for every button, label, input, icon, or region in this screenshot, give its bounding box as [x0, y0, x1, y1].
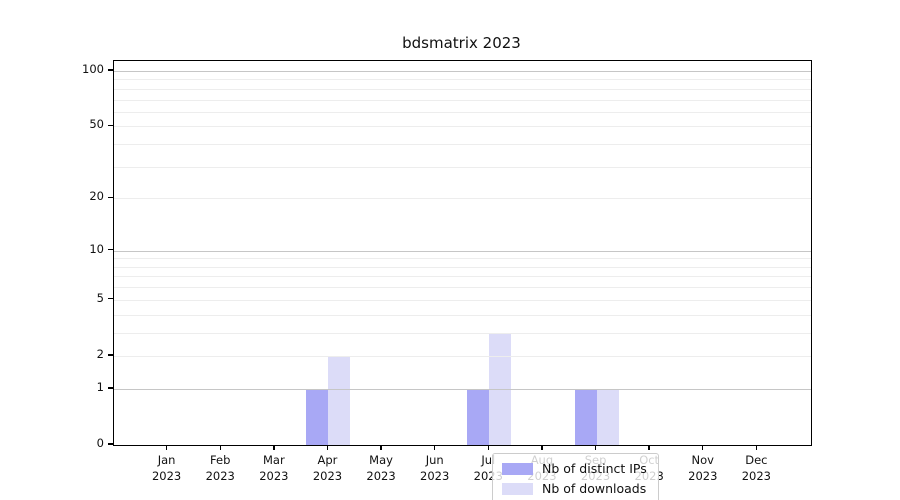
chart-title: bdsmatrix 2023 [402, 34, 521, 52]
gridline-major [114, 250, 811, 252]
gridline-minor [114, 314, 811, 316]
chart-legend: Nb of distinct IPs Nb of downloads [492, 453, 659, 500]
gridline-minor [114, 99, 811, 101]
distinct-ips-swatch-icon [502, 462, 533, 475]
x-tick-label: May 2023 [351, 452, 411, 484]
x-tick-mark [541, 445, 543, 451]
x-tick-label: Jan 2023 [137, 452, 197, 484]
x-tick-label: Feb 2023 [190, 452, 250, 484]
x-tick-year: 2023 [741, 469, 772, 483]
gridline-minor [114, 287, 811, 289]
y-tick-mark [108, 387, 113, 389]
y-tick-mark [108, 124, 113, 127]
x-tick-mark [433, 445, 436, 451]
bar-apr-downloads [328, 355, 351, 445]
gridline-minor [114, 111, 811, 113]
x-tick-mark [219, 445, 221, 451]
gridline-minor [114, 166, 811, 168]
y-tick-label: 100 [82, 62, 104, 76]
y-tick-label: 1 [96, 379, 104, 394]
bar-sep-downloads [596, 388, 619, 445]
downloads-swatch-icon [502, 482, 533, 495]
x-tick-year: 2023 [151, 469, 182, 483]
legend-label-downloads: Nb of downloads [542, 481, 647, 496]
gridline-minor [114, 355, 811, 357]
gridline-major [114, 71, 811, 72]
x-tick-mark [273, 445, 275, 451]
bar-apr-distinct-ips [306, 388, 329, 445]
x-tick-year: 2023 [366, 469, 396, 483]
gridline-minor [114, 79, 811, 81]
x-tick-mark [380, 445, 382, 451]
gridline-minor [114, 276, 811, 278]
x-tick-mark [487, 445, 489, 451]
bar-sep-distinct-ips [574, 388, 597, 445]
legend-label-distinct-ips: Nb of distinct IPs [542, 461, 647, 476]
x-tick-mark [648, 445, 650, 451]
x-tick-label: Apr 2023 [297, 452, 357, 484]
gridline-minor [114, 144, 811, 146]
x-tick-year: 2023 [420, 469, 450, 483]
x-tick-mark [702, 445, 704, 451]
x-tick-year: 2023 [312, 469, 343, 483]
y-tick-mark [108, 69, 113, 71]
y-tick-mark [108, 298, 113, 300]
gridline-minor [114, 198, 811, 200]
y-tick-mark [108, 443, 113, 445]
legend-row-distinct-ips: Nb of distinct IPs [502, 461, 647, 476]
gridline-minor [114, 299, 811, 301]
y-tick-mark [108, 354, 113, 356]
plot-area: Nb of distinct IPs Nb of downloads [113, 60, 812, 500]
x-tick-label: Jun 2023 [405, 452, 465, 484]
gridline-minor [114, 332, 811, 334]
x-tick-year: 2023 [259, 469, 289, 483]
x-tick-year: 2023 [205, 469, 235, 483]
y-tick-label: 5 [96, 290, 104, 305]
y-tick-mark [108, 196, 113, 198]
x-tick-label: Nov 2023 [673, 452, 733, 484]
gridline-minor [114, 126, 811, 128]
x-tick-mark [755, 445, 758, 451]
gridline-minor [114, 258, 811, 260]
bar-jul-distinct-ips [467, 388, 490, 445]
x-tick-mark [165, 445, 168, 451]
x-tick-label: Mar 2023 [244, 452, 304, 484]
legend-row-downloads: Nb of downloads [502, 481, 647, 496]
y-tick-label: 20 [89, 189, 104, 204]
x-tick-year: 2023 [688, 469, 718, 483]
y-tick-mark [108, 248, 113, 251]
y-tick-label: 50 [89, 117, 104, 132]
y-tick-label: 0 [96, 436, 104, 450]
x-tick-label: Dec 2023 [726, 452, 786, 484]
gridline-minor [114, 266, 811, 268]
gridline-major [114, 388, 811, 390]
x-tick-mark [594, 445, 597, 451]
x-tick-mark [326, 445, 329, 451]
bar-jul-downloads [489, 332, 512, 445]
y-tick-label: 10 [89, 241, 104, 256]
y-tick-label: 2 [96, 346, 104, 361]
gridline-minor [114, 88, 811, 90]
